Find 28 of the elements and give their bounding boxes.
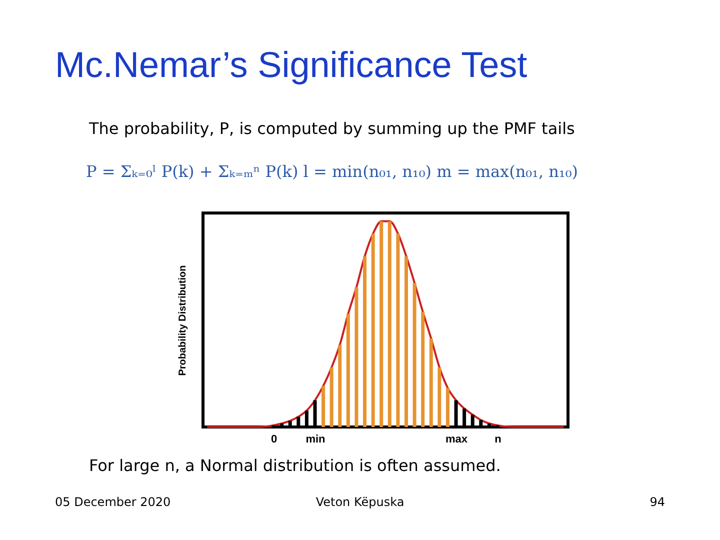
- bar: [322, 386, 326, 427]
- text: For large n, a Normal distribution is often assumed.: [89, 456, 501, 475]
- bar: [330, 367, 334, 427]
- text: 94: [650, 495, 665, 509]
- bar: [446, 388, 450, 427]
- bar: [380, 221, 384, 427]
- bar: [371, 234, 375, 427]
- y-axis-title: Probability Distribution: [178, 265, 188, 376]
- bar: [396, 234, 400, 427]
- text: P = Σₖ₌₀ˡ P(k) + Σₖ₌ₘⁿ P(k) l = min(n₀₁, n₁₀) m = max(n₀₁, n₁₀): [86, 162, 578, 181]
- x-tick-label: n: [494, 434, 502, 446]
- text: The probability, P, is computed by summing up the PMF tails: [88, 119, 575, 138]
- bar: [354, 287, 358, 427]
- bar: [338, 344, 342, 427]
- chart-title: Mc.Nemar’s Significance Test: [55, 44, 528, 85]
- bar: [438, 367, 442, 427]
- x-tick-label: min: [306, 434, 326, 446]
- bar: [404, 256, 408, 427]
- bar: [363, 256, 367, 427]
- bar: [412, 282, 416, 427]
- bar: [388, 221, 392, 427]
- bar: [421, 312, 425, 427]
- x-tick-label: max: [445, 434, 468, 446]
- text: 05 December 2020: [55, 495, 171, 509]
- bar: [346, 314, 350, 427]
- bar: [429, 338, 433, 427]
- text: Veton Këpuska: [316, 495, 404, 509]
- x-tick-label: 0: [270, 434, 278, 446]
